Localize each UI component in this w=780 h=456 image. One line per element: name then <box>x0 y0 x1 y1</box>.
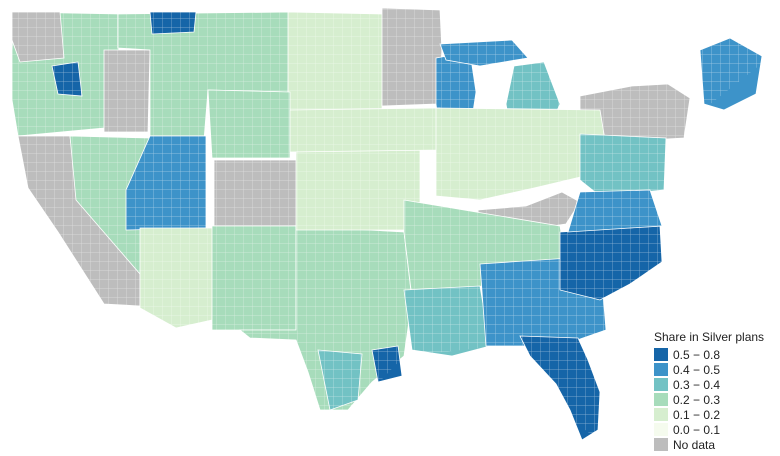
region-new-mexico <box>211 225 297 331</box>
region-idaho <box>103 49 151 133</box>
region-glacier-area <box>149 11 197 35</box>
legend-label: 0.4 − 0.5 <box>673 362 721 377</box>
legend-item: 0.2 − 0.3 <box>654 392 776 407</box>
region-carolinas <box>559 225 663 301</box>
region-louisiana-mississippi <box>403 285 491 357</box>
legend-item: 0.4 − 0.5 <box>654 362 776 377</box>
region-minnesota <box>381 7 443 107</box>
legend-label: 0.0 − 0.1 <box>673 422 721 437</box>
region-florida <box>519 335 601 441</box>
region-wyoming <box>207 89 291 159</box>
region-nebraska-iowa <box>289 107 441 153</box>
region-arizona <box>139 227 215 329</box>
legend-swatch <box>654 438 668 451</box>
region-north-dakota <box>287 11 385 113</box>
legend-swatch <box>654 378 668 391</box>
legend-items: 0.5 − 0.8 0.4 − 0.5 0.3 − 0.4 0.2 − 0.3 0.1 … <box>654 347 776 452</box>
legend-label: 0.5 − 0.8 <box>673 347 721 362</box>
legend-swatch <box>654 393 668 406</box>
legend-swatch <box>654 408 668 421</box>
legend-title: Share in Silver plans <box>654 330 765 344</box>
legend-item: 0.0 − 0.1 <box>654 422 776 437</box>
region-virginia <box>567 189 663 233</box>
legend-label: 0.3 − 0.4 <box>673 377 721 392</box>
legend-label: 0.1 − 0.2 <box>673 407 721 422</box>
legend-swatch <box>654 423 668 436</box>
legend-item: 0.1 − 0.2 <box>654 407 776 422</box>
legend-label: 0.2 − 0.3 <box>673 392 721 407</box>
legend-item: 0.3 − 0.4 <box>654 377 776 392</box>
region-maine <box>699 37 763 111</box>
legend: Share in Silver plans 0.5 − 0.8 0.4 − 0.5… <box>654 330 776 452</box>
legend-item: 0.5 − 0.8 <box>654 347 776 362</box>
legend-swatch <box>654 363 668 376</box>
legend-item: No data <box>654 437 776 452</box>
region-oklahoma-kansas <box>295 149 421 231</box>
region-oregon-coast <box>11 11 65 63</box>
region-pennsylvania-nj <box>579 133 667 197</box>
region-colorado <box>213 159 305 229</box>
legend-swatch <box>654 348 668 361</box>
legend-label: No data <box>673 437 716 452</box>
